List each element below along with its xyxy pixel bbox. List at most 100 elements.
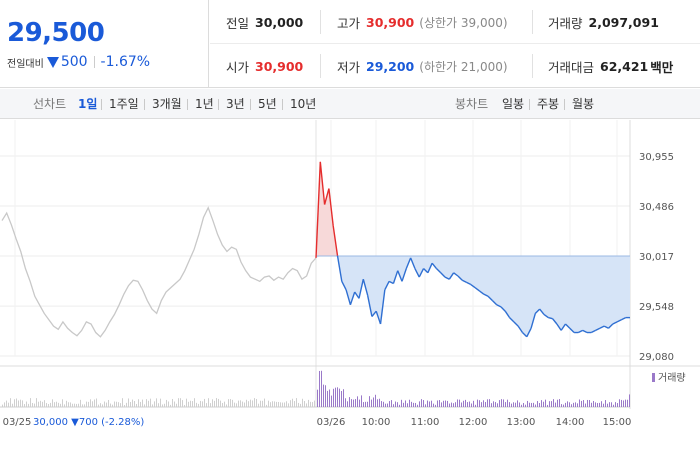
prev-volume-bar bbox=[148, 400, 149, 407]
stats-row-2: 시가 30,900 저가 29,200 (하한가 21,000) 거래대금 62… bbox=[210, 44, 700, 88]
prev-volume-bar bbox=[182, 400, 183, 407]
volume-bar bbox=[393, 404, 394, 407]
candle-monthly-button[interactable]: 월봉 bbox=[572, 97, 595, 111]
toolbar-separator bbox=[101, 99, 102, 110]
today-segment bbox=[599, 325, 605, 329]
prev-volume-bar bbox=[80, 399, 81, 407]
volume-bar bbox=[539, 402, 540, 407]
prev-volume-bar bbox=[176, 403, 177, 407]
prev-volume-bar bbox=[134, 401, 135, 407]
prev-volume-bar bbox=[104, 401, 105, 407]
period-5y-button[interactable]: 5년 bbox=[258, 97, 277, 111]
x-tick-label: 03/25 bbox=[3, 417, 32, 428]
candle-daily-button[interactable]: 일봉 bbox=[502, 97, 525, 111]
volume-bar bbox=[433, 403, 434, 407]
today-segment bbox=[435, 268, 442, 274]
volume-bar bbox=[515, 402, 516, 407]
prev-volume-bar bbox=[308, 399, 309, 407]
volume-bar bbox=[325, 385, 326, 407]
volume-bar bbox=[621, 399, 622, 407]
today-segment bbox=[423, 268, 429, 274]
stat-prev-close: 전일 30,000 bbox=[226, 0, 303, 44]
volume-bar bbox=[463, 400, 464, 407]
volume-bar bbox=[341, 390, 342, 407]
volume-bar bbox=[627, 399, 628, 407]
prev-volume-bar bbox=[30, 398, 31, 407]
volume-bars bbox=[2, 370, 630, 407]
price-box: 29,500 전일대비 500 -1.67% bbox=[0, 0, 209, 88]
prev-volume-bar bbox=[310, 401, 311, 407]
volume-bar bbox=[563, 404, 564, 407]
period-3y-button[interactable]: 3년 bbox=[226, 97, 245, 111]
today-segment bbox=[341, 281, 347, 291]
today-segment bbox=[474, 287, 480, 292]
x-tick-label: 12:00 bbox=[459, 417, 488, 428]
volume-bar bbox=[357, 396, 358, 407]
prev-volume-bar bbox=[164, 403, 165, 407]
y-tick-label: 29,548 bbox=[639, 302, 674, 313]
prev-volume-bar bbox=[198, 403, 199, 407]
today-segment bbox=[358, 279, 364, 299]
volume-bar bbox=[553, 399, 554, 407]
prev-volume-bar bbox=[294, 401, 295, 407]
today-segment bbox=[548, 316, 553, 320]
volume-bar bbox=[369, 396, 370, 407]
prev-volume-bar bbox=[270, 402, 271, 407]
prev-volume-bar bbox=[12, 403, 13, 407]
period-1y-button[interactable]: 1년 bbox=[195, 97, 214, 111]
prev-volume-bar bbox=[246, 399, 247, 407]
period-1w-button[interactable]: 1주일 bbox=[109, 97, 139, 111]
prev-volume-bar bbox=[118, 402, 119, 407]
volume-bar bbox=[377, 399, 378, 407]
stat-value: 30,900 bbox=[366, 14, 415, 30]
volume-bar bbox=[411, 401, 412, 407]
prev-volume-bar bbox=[16, 398, 17, 407]
today-segment bbox=[521, 332, 528, 338]
prev-volume-bar bbox=[280, 402, 281, 407]
volume-bar bbox=[625, 399, 626, 407]
today-segment bbox=[569, 327, 575, 334]
prev-volume-bar bbox=[82, 404, 83, 407]
prev-volume-bar bbox=[224, 401, 225, 407]
today-segment bbox=[539, 308, 545, 315]
prev-volume-bar bbox=[38, 401, 39, 407]
stat-value: 29,200 bbox=[366, 58, 415, 74]
today-segment bbox=[392, 270, 399, 284]
period-3m-button[interactable]: 3개월 bbox=[152, 97, 182, 111]
prev-volume-bar bbox=[128, 398, 129, 407]
candle-weekly-button[interactable]: 주봉 bbox=[537, 97, 560, 111]
volume-bar bbox=[469, 401, 470, 407]
volume-bar bbox=[555, 402, 556, 407]
prev-volume-bar bbox=[298, 402, 299, 407]
period-1d-button[interactable]: 1일 bbox=[78, 97, 98, 111]
x-tick-label: 03/26 bbox=[317, 417, 346, 428]
prev-volume-bar bbox=[106, 402, 107, 407]
today-segment bbox=[608, 323, 614, 329]
prev-volume-bar bbox=[192, 401, 193, 407]
current-price: 29,500 bbox=[7, 18, 105, 48]
x-axis-ticks: 03/25 03/26 10:00 11:00 12:00 13:00 14:00 15:00 bbox=[3, 417, 632, 428]
volume-bar bbox=[537, 401, 538, 407]
prev-volume-bar bbox=[222, 402, 223, 407]
prev-volume-bar bbox=[274, 401, 275, 407]
volume-bar bbox=[587, 399, 588, 407]
today-segment bbox=[517, 325, 524, 333]
volume-bar bbox=[529, 402, 530, 407]
today-segment bbox=[491, 300, 498, 306]
volume-bar bbox=[455, 402, 456, 407]
prev-volume-bar bbox=[210, 403, 211, 407]
volume-bar bbox=[323, 384, 324, 407]
period-10y-button[interactable]: 10년 bbox=[290, 97, 317, 111]
volume-bar bbox=[607, 403, 608, 407]
volume-bar bbox=[567, 401, 568, 407]
price-chart[interactable]: 30,955 30,486 30,017 29,548 29,080 03/25 03/2… bbox=[0, 120, 700, 450]
change-value: 500 bbox=[60, 54, 88, 70]
volume-bar bbox=[629, 394, 630, 407]
toolbar-separator bbox=[250, 99, 251, 110]
prev-volume-bar bbox=[286, 401, 287, 407]
today-segment bbox=[457, 275, 463, 281]
volume-bar bbox=[595, 402, 596, 407]
volume-bar bbox=[533, 402, 534, 407]
today-segment bbox=[470, 283, 476, 289]
